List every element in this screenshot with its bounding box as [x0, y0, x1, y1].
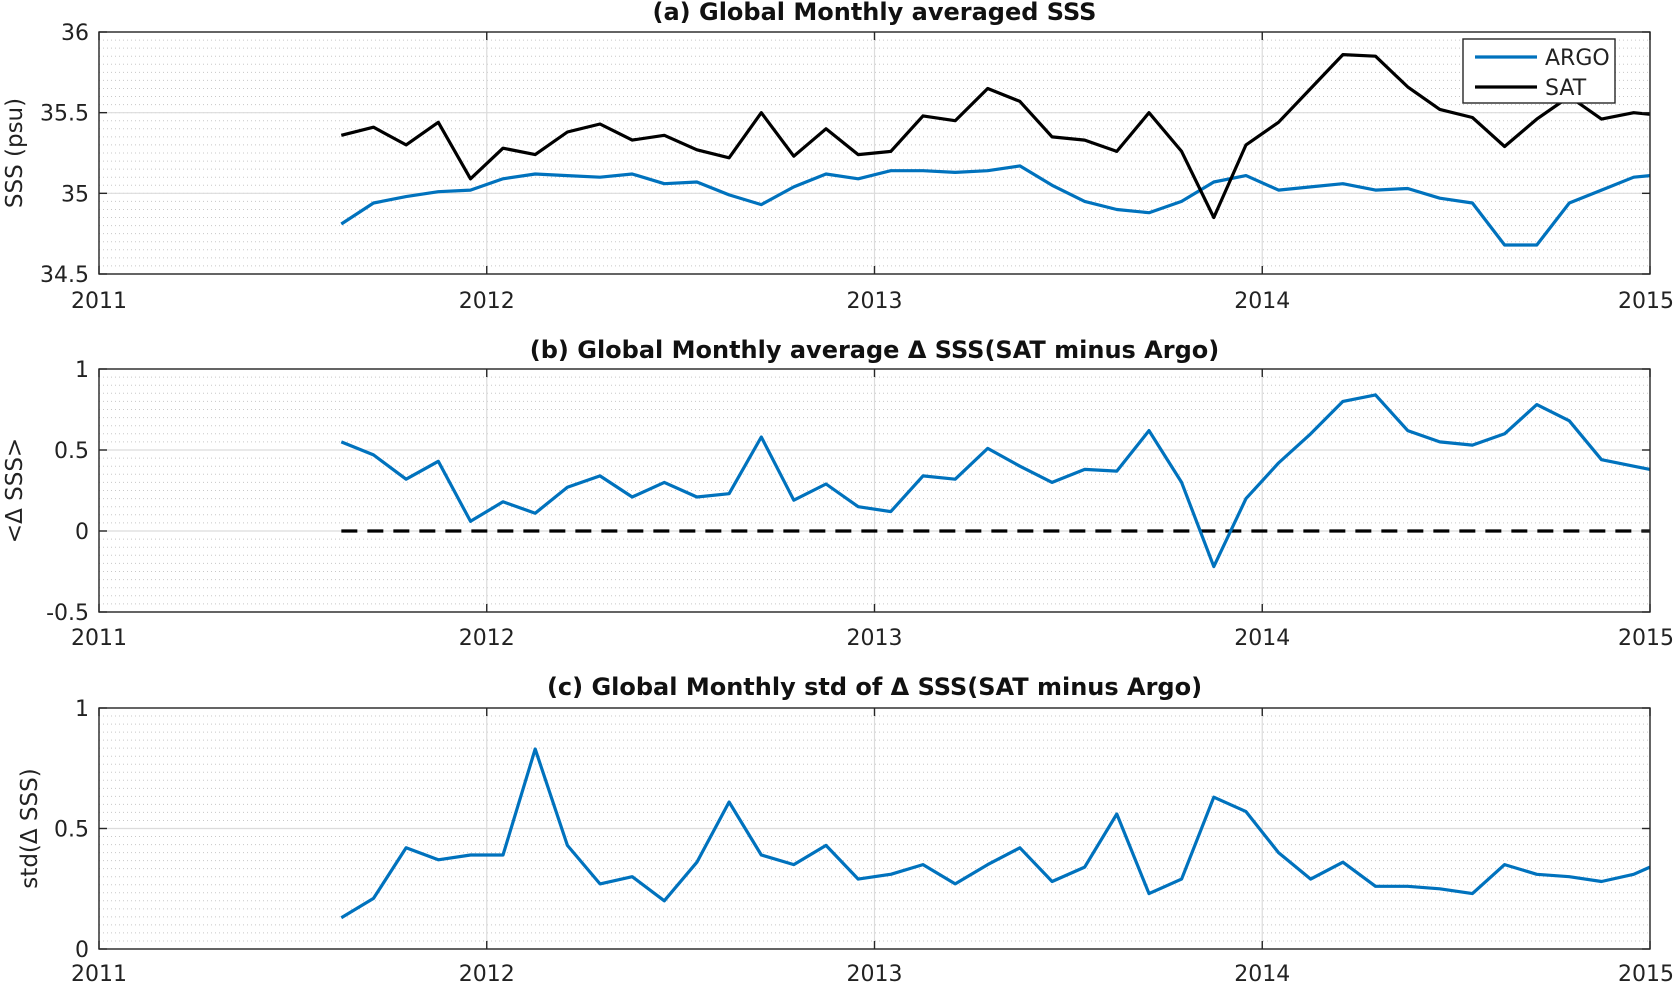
y-tick-label: 34.5	[40, 263, 89, 288]
x-tick-label: 2012	[459, 962, 515, 982]
legend-label-argo: ARGO	[1545, 46, 1610, 71]
y-tick-label: 0.5	[54, 818, 89, 843]
y-tick-label: 35.5	[40, 102, 89, 127]
y-tick-label: 0	[75, 520, 89, 545]
series-line-delta-sss	[340, 747, 1651, 920]
x-tick-label: 2014	[1234, 626, 1290, 651]
panel-title: (b) Global Monthly average Δ SSS(SAT min…	[530, 336, 1219, 364]
panel-3: 2011 2012 2013 2014 2015 0 0.5 1 (c) Global Mont…	[17, 673, 1674, 982]
x-tick-label: 2014	[1234, 962, 1290, 982]
y-tick-label: 36	[61, 21, 89, 46]
x-tick-label: 2013	[847, 962, 903, 982]
legend-label-sat: SAT	[1545, 76, 1587, 101]
series-line-sat	[340, 52, 1651, 220]
x-tick-label: 2015	[1618, 289, 1674, 314]
x-tick-label: 2012	[459, 626, 515, 651]
y-axis-label: std(Δ SSS)	[17, 768, 43, 888]
y-tick-label: 35	[61, 182, 89, 207]
x-tick-label: 2014	[1234, 289, 1290, 314]
panel-1: 2011 2012 2013 2014 2015 34.5 35 35.5 36 (a) Glob…	[2, 0, 1674, 314]
x-tick-label: 2013	[847, 626, 903, 651]
x-tick-label: 2011	[71, 289, 127, 314]
x-tick-label: 2011	[71, 962, 127, 982]
series-line-argo	[340, 164, 1651, 247]
panel-2: 2011 2012 2013 2014 2015 -0.5 0 0.5 1 (b) Global …	[2, 336, 1674, 651]
x-tick-label: 2011	[71, 626, 127, 651]
x-tick-label: 2015	[1618, 626, 1674, 651]
y-axis-label: SSS (psu)	[2, 98, 28, 208]
y-tick-label: 1	[75, 697, 89, 722]
legend-box	[1462, 38, 1616, 104]
x-tick-label: 2013	[847, 289, 903, 314]
x-tick-label: 2015	[1618, 962, 1674, 982]
y-axis-label: <Δ SSS>	[2, 438, 28, 543]
x-tick-label: 2012	[459, 289, 515, 314]
panel-title: (a) Global Monthly averaged SSS	[653, 0, 1097, 26]
y-tick-label: 0.5	[54, 439, 89, 464]
panel-title: (c) Global Monthly std of Δ SSS(SAT minu…	[547, 673, 1202, 701]
y-tick-label: 1	[75, 358, 89, 383]
series-line-delta-sss	[340, 393, 1651, 569]
y-tick-label: 0	[75, 938, 89, 963]
legend: ARGO SAT	[1462, 38, 1616, 104]
y-tick-label: -0.5	[46, 601, 89, 626]
